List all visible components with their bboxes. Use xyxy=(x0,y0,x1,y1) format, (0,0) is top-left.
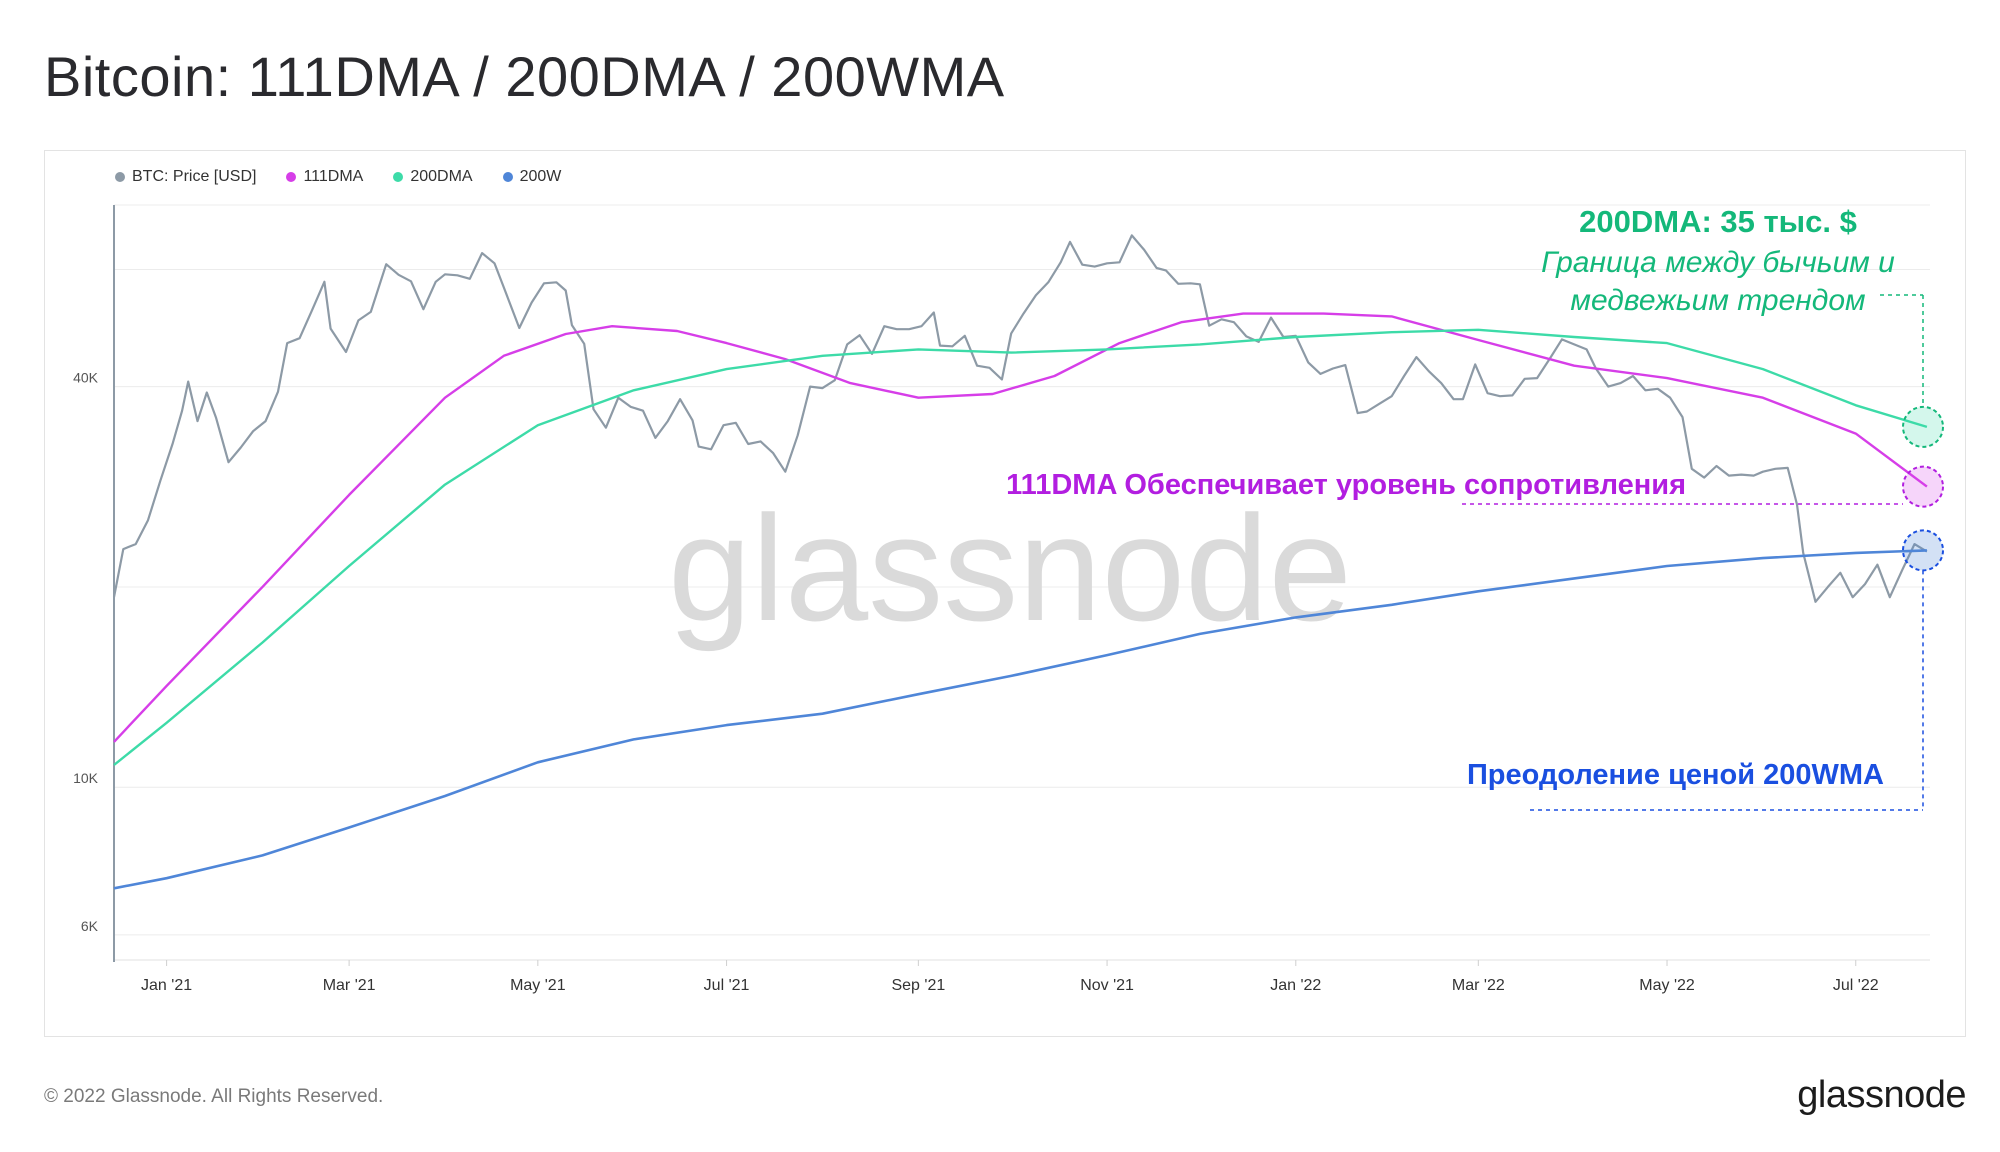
x-tick-label: May '22 xyxy=(1639,977,1695,994)
legend-dot-200dma xyxy=(393,172,404,182)
dma200-highlight-circle xyxy=(1902,405,1944,448)
x-tick-label: Mar '22 xyxy=(1452,977,1505,994)
y-tick-label: 40K xyxy=(73,370,99,386)
legend-label-price: BTC: Price [USD] xyxy=(132,168,257,185)
x-tick-label: Jan '21 xyxy=(141,977,192,994)
y-tick-label: 10K xyxy=(73,770,99,786)
dma200-annotation-title: 200DMA: 35 тыс. $ xyxy=(1579,204,1857,239)
x-tick-label: Mar '21 xyxy=(323,977,376,994)
y-tick-label: 6K xyxy=(81,918,99,934)
chart-legend: BTC: Price [USD] 111DMA 200DMA 200W xyxy=(115,168,561,186)
legend-dot-price xyxy=(115,172,125,182)
legend-label-200w: 200W xyxy=(519,168,562,185)
series-line-wma200 xyxy=(113,549,1927,890)
x-tick-label: May '21 xyxy=(510,977,566,994)
series-line-dma111 xyxy=(113,312,1928,743)
dma200-annotation-line2: медвежьим трендом xyxy=(1570,284,1865,317)
grid-layer xyxy=(113,204,1930,962)
watermark: glassnode xyxy=(668,484,1352,652)
dma200-annotation-line1: Граница между бычьим и xyxy=(1541,246,1895,279)
legend-item-200dma[interactable]: 200DMA xyxy=(393,168,473,186)
wma200-annotation-text: Преодоление ценой 200WMA xyxy=(1467,759,1884,791)
legend-dot-200w xyxy=(502,172,513,182)
series-line-price xyxy=(112,234,1928,603)
legend-label-111dma: 111DMA xyxy=(303,168,364,185)
legend-item-price[interactable]: BTC: Price [USD] xyxy=(115,168,256,186)
footer-copyright: © 2022 Glassnode. All Rights Reserved. xyxy=(44,1086,384,1107)
series-layer xyxy=(112,234,1928,890)
footer-logo: glassnode xyxy=(1797,1074,1966,1116)
x-tick-label: Jul '22 xyxy=(1833,977,1879,994)
x-tick-label: Jan '22 xyxy=(1270,977,1321,994)
page-title: Bitcoin: 111DMA / 200DMA / 200WMA xyxy=(44,45,1005,108)
dma111-highlight-circle xyxy=(1902,465,1944,508)
chart-frame xyxy=(44,150,1966,1037)
legend-item-200w[interactable]: 200W xyxy=(502,168,562,186)
annotation-layer: 200DMA: 35 тыс. $ Граница между бычьим и м… xyxy=(1006,204,1944,811)
x-tick-label: Jul '21 xyxy=(704,977,750,994)
legend-item-111dma[interactable]: 111DMA xyxy=(286,168,363,186)
series-line-dma200 xyxy=(113,328,1928,766)
x-tick-label: Nov '21 xyxy=(1080,977,1134,994)
x-tick-label: Sep '21 xyxy=(891,977,945,994)
axis-layer: 6K 10K 40K Jan '21 Mar '21 May '21 Jul '21 Sep … xyxy=(73,370,1879,994)
legend-dot-111dma xyxy=(286,172,297,182)
legend-label-200dma: 200DMA xyxy=(410,168,473,185)
dma111-annotation-text: 111DMA Обеспечивает уровень сопротивлени… xyxy=(1006,469,1686,501)
wma200-highlight-circle xyxy=(1902,529,1944,572)
